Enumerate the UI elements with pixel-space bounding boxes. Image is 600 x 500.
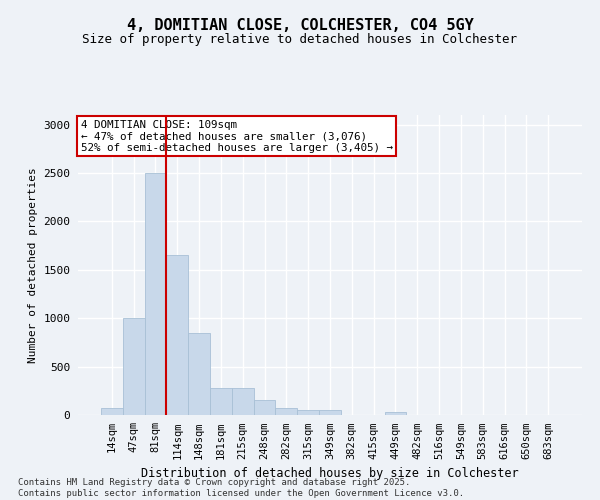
Bar — [123, 318, 145, 415]
Bar — [101, 408, 123, 415]
Y-axis label: Number of detached properties: Number of detached properties — [28, 167, 38, 363]
Text: 4, DOMITIAN CLOSE, COLCHESTER, CO4 5GY: 4, DOMITIAN CLOSE, COLCHESTER, CO4 5GY — [127, 18, 473, 32]
Bar — [188, 332, 210, 415]
Bar — [232, 388, 254, 415]
Bar — [145, 173, 166, 415]
Bar — [254, 400, 275, 415]
Text: Contains HM Land Registry data © Crown copyright and database right 2025.
Contai: Contains HM Land Registry data © Crown c… — [18, 478, 464, 498]
Bar — [210, 388, 232, 415]
Text: 4 DOMITIAN CLOSE: 109sqm
← 47% of detached houses are smaller (3,076)
52% of sem: 4 DOMITIAN CLOSE: 109sqm ← 47% of detach… — [80, 120, 392, 152]
Bar — [385, 412, 406, 415]
Text: Size of property relative to detached houses in Colchester: Size of property relative to detached ho… — [83, 32, 517, 46]
Bar — [166, 256, 188, 415]
Bar — [319, 410, 341, 415]
Bar — [297, 410, 319, 415]
X-axis label: Distribution of detached houses by size in Colchester: Distribution of detached houses by size … — [141, 467, 519, 480]
Bar — [275, 408, 297, 415]
